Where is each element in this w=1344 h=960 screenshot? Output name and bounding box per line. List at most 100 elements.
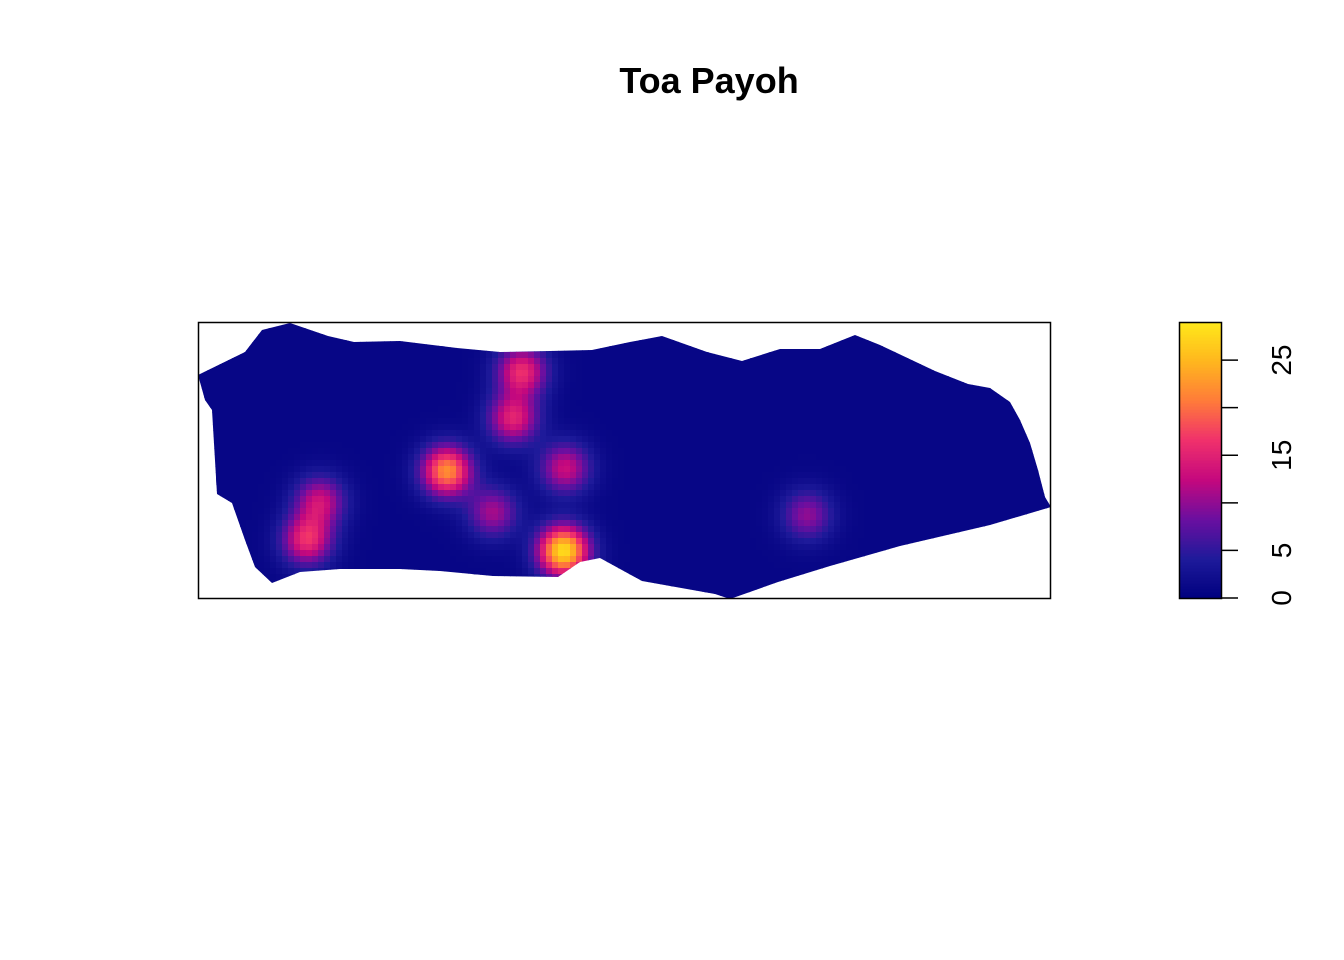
density-cell [1044,364,1051,371]
density-cell [624,382,631,389]
density-cell [954,502,961,509]
density-cell [630,388,637,395]
density-cell [930,382,937,389]
density-cell [276,514,283,521]
density-cell [672,436,679,443]
density-cell [414,406,421,413]
density-cell [390,340,397,347]
density-cell [318,502,325,509]
density-cell [642,400,649,407]
density-cell [774,514,781,521]
density-cell [1044,412,1051,419]
density-cell [438,472,445,479]
density-cell [978,406,985,413]
density-cell [420,460,427,467]
density-cell [468,388,475,395]
density-cell [222,418,229,425]
density-cell [870,364,877,371]
density-cell [1020,388,1027,395]
density-cell [294,454,301,461]
density-cell [948,364,955,371]
density-cell [1032,394,1039,401]
density-cell [468,382,475,389]
density-cell [516,526,523,533]
density-cell [750,424,757,431]
density-cell [834,376,841,383]
density-cell [234,508,241,515]
density-cell [738,460,745,467]
density-cell [360,400,367,407]
density-cell [468,460,475,467]
density-cell [834,472,841,479]
density-cell [366,340,373,347]
density-cell [618,358,625,365]
density-cell [486,364,493,371]
density-cell [906,346,913,353]
density-cell [474,442,481,449]
density-cell [390,370,397,377]
density-cell [264,448,271,455]
density-cell [924,448,931,455]
density-cell [294,466,301,473]
density-cell [564,520,571,527]
density-cell [354,424,361,431]
density-cell [654,388,661,395]
density-cell [498,466,505,473]
density-cell [588,400,595,407]
density-cell [960,472,967,479]
density-cell [996,478,1003,485]
density-cell [468,370,475,377]
density-cell [216,436,223,443]
density-cell [870,520,877,527]
density-cell [834,520,841,527]
density-cell [342,400,349,407]
density-cell [558,370,565,377]
density-cell [690,472,697,479]
density-cell [558,382,565,389]
density-cell [822,502,829,509]
density-cell [282,376,289,383]
density-cell [642,382,649,389]
density-cell [756,442,763,449]
density-cell [828,412,835,419]
density-cell [702,442,709,449]
density-cell [582,460,589,467]
density-cell [756,358,763,365]
density-cell [600,418,607,425]
density-cell [930,478,937,485]
density-cell [1008,484,1015,491]
density-cell [774,352,781,359]
density-cell [744,448,751,455]
density-cell [648,418,655,425]
density-cell [516,364,523,371]
density-cell [924,406,931,413]
density-cell [606,508,613,515]
density-cell [240,400,247,407]
density-cell [702,472,709,479]
density-cell [1044,466,1051,473]
density-cell [528,484,535,491]
density-cell [660,460,667,467]
density-cell [744,370,751,377]
density-cell [882,448,889,455]
density-cell [282,334,289,341]
density-cell [396,334,403,341]
density-cell [528,514,535,521]
density-cell [852,454,859,461]
density-cell [516,460,523,467]
density-cell [714,454,721,461]
density-cell [324,514,331,521]
density-cell [726,394,733,401]
density-cell [204,436,211,443]
density-cell [636,406,643,413]
density-cell [864,454,871,461]
density-cell [1026,520,1033,527]
density-cell [924,484,931,491]
density-cell [948,478,955,485]
density-cell [1020,508,1027,515]
density-cell [300,352,307,359]
density-cell [948,382,955,389]
density-cell [378,340,385,347]
density-cell [204,532,211,539]
density-cell [498,382,505,389]
